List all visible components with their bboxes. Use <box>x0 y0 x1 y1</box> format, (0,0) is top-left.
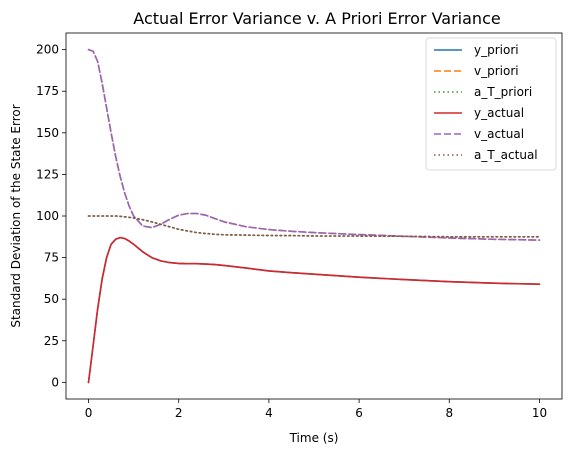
y-tick-label: 0 <box>51 375 59 389</box>
x-tick-label: 6 <box>355 406 363 420</box>
x-axis-ticks: 0 2 4 6 8 10 <box>85 399 547 420</box>
y-tick-label: 25 <box>44 334 59 348</box>
y-tick-label: 200 <box>36 43 59 57</box>
x-tick-label: 2 <box>175 406 183 420</box>
x-axis-label: Time (s) <box>289 431 339 445</box>
y-tick-label: 100 <box>36 209 59 223</box>
series-line-y-actual <box>87 236 541 384</box>
x-tick-label: 0 <box>85 406 93 420</box>
legend-label: v_actual <box>474 127 524 141</box>
x-tick-label: 4 <box>265 406 273 420</box>
y-tick-label: 175 <box>36 84 59 98</box>
legend-label: a_T_actual <box>474 148 538 162</box>
y-axis-ticks: 0 25 50 75 100 125 150 175 200 <box>36 43 66 389</box>
y-tick-label: 50 <box>44 292 59 306</box>
legend-label: y_priori <box>474 43 519 57</box>
legend: y_priori v_priori a_T_priori y_actual v_actu… <box>425 37 557 171</box>
x-tick-label: 8 <box>445 406 453 420</box>
legend-label: y_actual <box>474 106 524 120</box>
legend-label: a_T_priori <box>474 85 532 99</box>
series-line-v-actual <box>87 48 541 241</box>
series-line-a-T-actual <box>87 215 541 238</box>
chart-title: Actual Error Variance v. A Priori Error … <box>133 9 500 28</box>
legend-label: v_priori <box>474 64 519 78</box>
x-tick-label: 10 <box>532 406 547 420</box>
y-axis-label: Standard Deviation of the State Error <box>9 104 23 327</box>
y-tick-label: 125 <box>36 167 59 181</box>
y-tick-label: 75 <box>44 251 59 265</box>
y-tick-label: 150 <box>36 126 59 140</box>
series-layer <box>87 48 541 384</box>
